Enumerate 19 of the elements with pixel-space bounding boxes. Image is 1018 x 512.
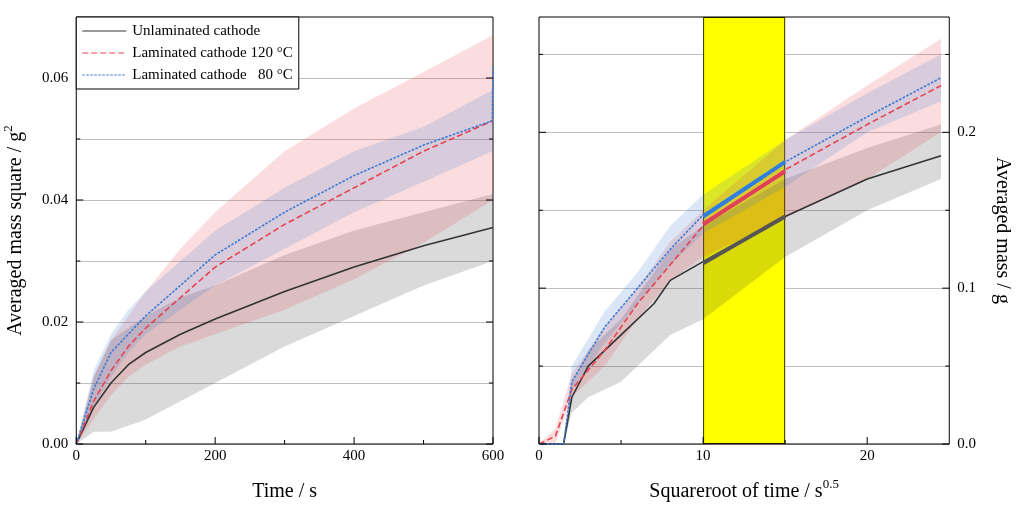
x-tick-label: 0	[535, 446, 543, 463]
legend-label: Laminated cathode 80 °C	[132, 65, 293, 82]
y-tick-label: 0.00	[42, 434, 69, 451]
x-tick-label: 10	[695, 446, 711, 463]
x-axis-title: Time / s	[252, 479, 318, 502]
y2-axis-title: Averaged mass / g	[991, 157, 1015, 304]
y2-tick-label: 0.1	[957, 279, 976, 296]
x-tick-label: 600	[481, 446, 505, 463]
y-tick-label: 0.02	[42, 312, 69, 329]
x-tick-label: 20	[859, 446, 875, 463]
legend-label: Laminated cathode 120 °C	[132, 43, 293, 60]
x-tick-label: 0	[72, 446, 80, 463]
x-tick-label: 400	[342, 446, 366, 463]
y2-tick-label: 0.0	[957, 434, 976, 451]
y-tick-label: 0.06	[42, 68, 69, 85]
y2-tick-label: 0.2	[957, 123, 976, 140]
y-tick-label: 0.04	[42, 190, 69, 207]
legend-label: Unlaminated cathode	[132, 21, 261, 38]
x-tick-label: 200	[203, 446, 227, 463]
